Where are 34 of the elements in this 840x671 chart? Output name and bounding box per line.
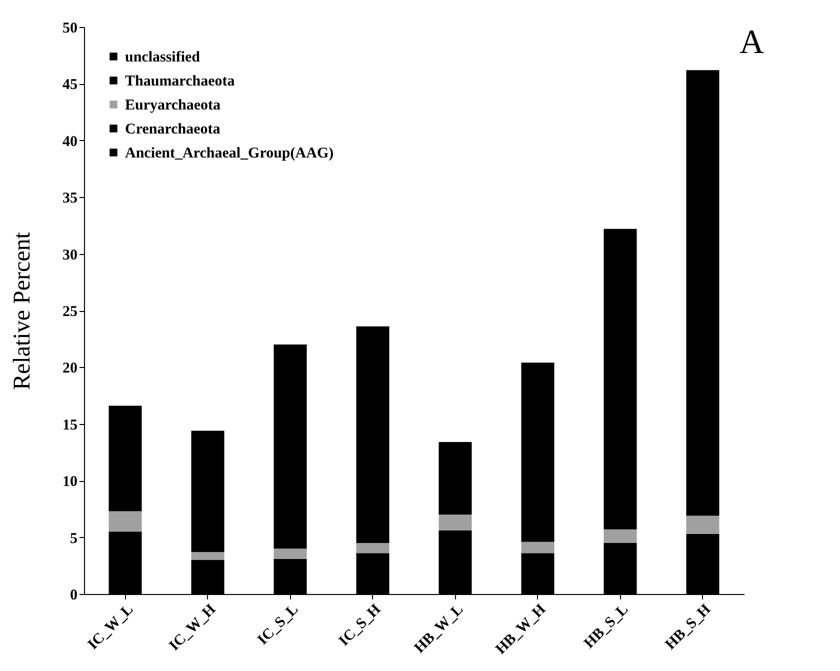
bar [521, 362, 554, 542]
y-tick-label: 15 [62, 417, 78, 434]
bar [191, 552, 224, 560]
legend-label: Thaumarchaeota [125, 74, 236, 90]
bar [686, 516, 720, 534]
y-tick-label: 40 [62, 134, 78, 150]
y-tick-label: 35 [62, 190, 78, 207]
legend-label: Ancient_Archaeal_Group(AAG) [125, 146, 334, 162]
bar [604, 529, 637, 543]
bar [191, 430, 224, 552]
y-tick-label: 20 [62, 360, 78, 377]
legend-label: Crenarchaeota [125, 122, 221, 138]
y-tick-label: 50 [62, 20, 78, 36]
y-tick-label: 10 [62, 474, 78, 490]
bar [108, 406, 142, 512]
bar [521, 542, 554, 554]
bar [356, 542, 390, 554]
bar [604, 228, 637, 530]
bar [686, 70, 720, 516]
bar [438, 514, 472, 530]
y-tick-label: 25 [62, 304, 78, 320]
y-tick-label: 45 [62, 77, 78, 94]
y-axis-title: Relative Percent [10, 232, 36, 390]
bar [274, 344, 307, 549]
legend-label: Euryarchaeota [125, 98, 222, 114]
bar [274, 548, 307, 559]
legend-label: unclassified [125, 50, 201, 66]
bar [356, 326, 390, 543]
bar [108, 511, 142, 532]
y-tick-label: 30 [62, 247, 78, 264]
bar [438, 442, 472, 515]
chart-title: A [739, 24, 764, 61]
y-tick-label: 5 [70, 530, 78, 547]
y-tick-label: 0 [70, 588, 78, 604]
